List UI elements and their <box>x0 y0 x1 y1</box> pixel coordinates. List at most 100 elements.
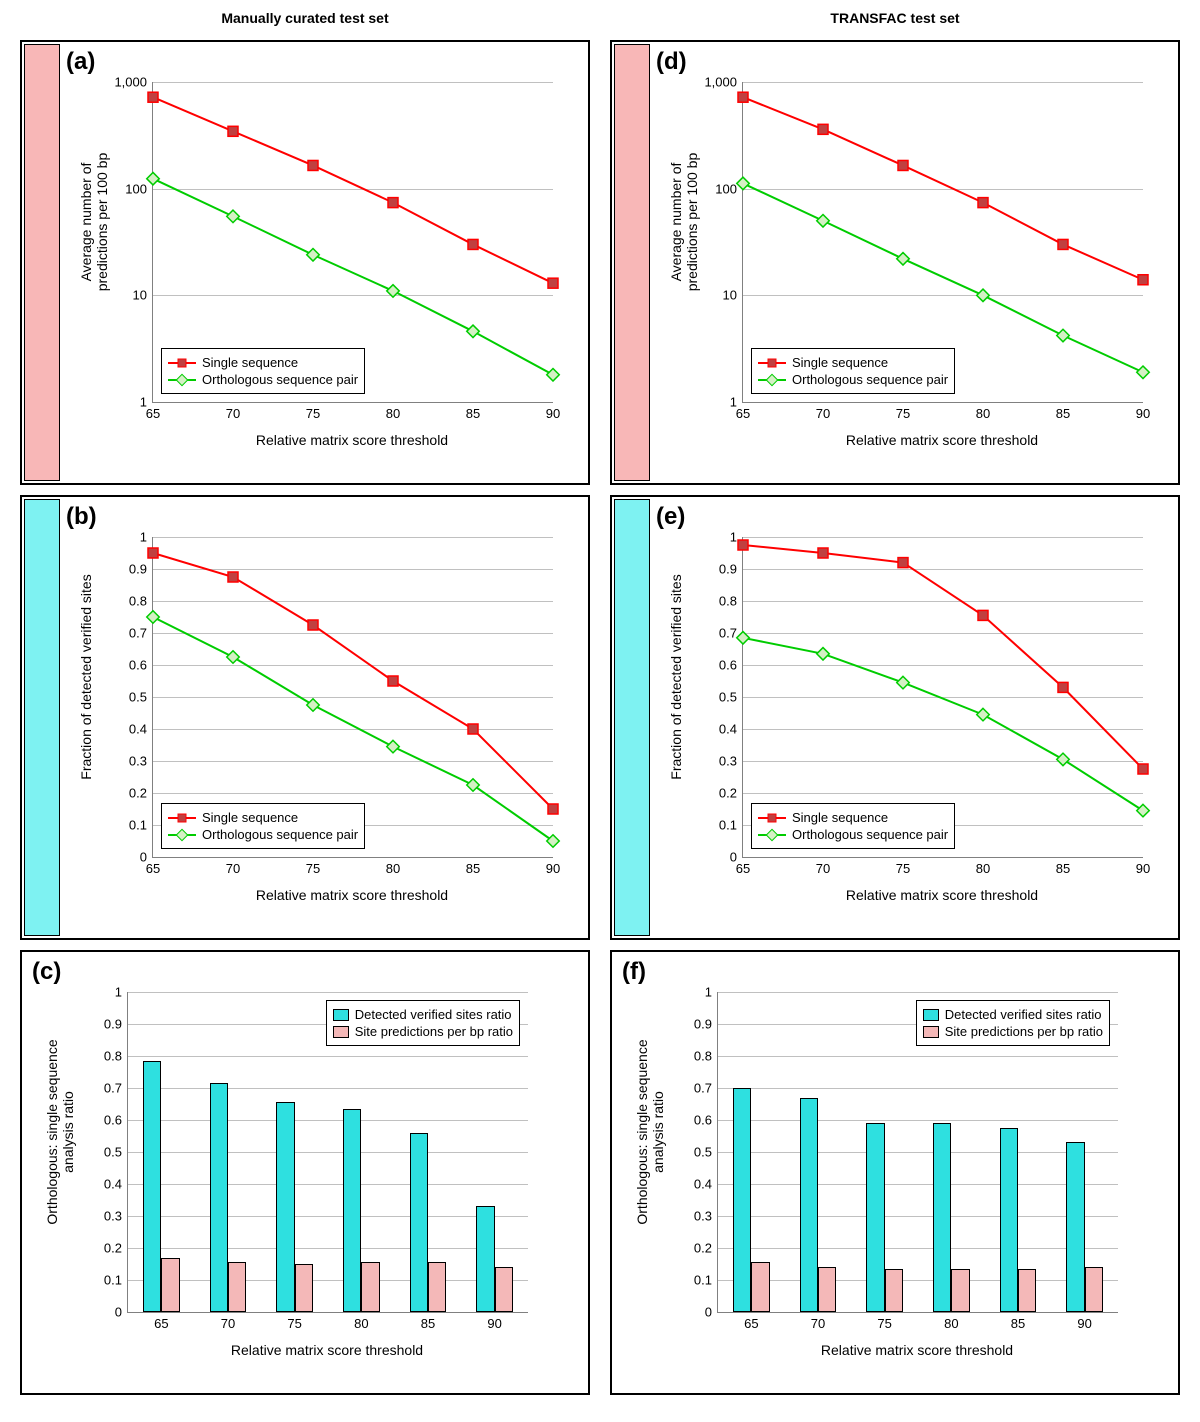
ytick-label: 0.8 <box>104 1049 122 1064</box>
ytick-label: 0.3 <box>104 1209 122 1224</box>
legend-swatch <box>923 1026 939 1038</box>
xtick-label: 85 <box>466 406 480 421</box>
ytick-label: 0 <box>115 1305 122 1320</box>
legend-item-single: Single sequence <box>758 355 948 370</box>
bar-detected <box>143 1061 161 1312</box>
y-axis-label: Orthologous: single sequenceanalysis rat… <box>634 1002 666 1262</box>
marker-single <box>738 92 748 102</box>
legend-swatch <box>168 362 196 364</box>
ytick-label: 1 <box>705 985 712 1000</box>
gridline-h <box>718 1088 1118 1089</box>
xtick-label: 65 <box>736 406 750 421</box>
series-line-single <box>743 545 1143 769</box>
xtick-label: 85 <box>421 1316 435 1331</box>
plot-area: 1101001,000657075808590Single sequenceOr… <box>742 82 1143 403</box>
ytick-label: 1 <box>115 985 122 1000</box>
xtick-label: 65 <box>744 1316 758 1331</box>
xtick-label: 80 <box>976 406 990 421</box>
ytick-label: 0.1 <box>694 1273 712 1288</box>
panel-letter: (c) <box>32 958 61 986</box>
ytick-label: 0.9 <box>104 1017 122 1032</box>
ytick-label: 0.1 <box>129 818 147 833</box>
plot-area: 00.10.20.30.40.50.60.70.80.9165707580859… <box>717 992 1118 1313</box>
xtick-label: 70 <box>226 406 240 421</box>
marker-ortho <box>387 285 400 298</box>
x-axis-label: Relative matrix score threshold <box>717 1342 1117 1358</box>
ytick-label: 0.4 <box>719 722 737 737</box>
marker-single <box>148 548 158 558</box>
marker-ortho <box>897 253 910 265</box>
marker-single <box>308 160 318 170</box>
series-line-ortho <box>743 183 1143 372</box>
gridline-h <box>718 992 1118 993</box>
series-line-single <box>743 97 1143 280</box>
xtick-label: 75 <box>287 1316 301 1331</box>
marker-single <box>548 278 558 288</box>
marker-single <box>468 724 478 734</box>
bar-predictions <box>161 1258 179 1312</box>
xtick-label: 90 <box>1136 406 1150 421</box>
gridline-h <box>718 1152 1118 1153</box>
bar-predictions <box>495 1267 513 1312</box>
marker-single <box>1058 682 1068 692</box>
plot-area: 00.10.20.30.40.50.60.70.80.9165707580859… <box>152 537 553 858</box>
legend-item-ortho: Orthologous sequence pair <box>168 372 358 387</box>
legend-label: Single sequence <box>202 355 298 370</box>
ytick-label: 0.1 <box>719 818 737 833</box>
marker-single <box>388 198 398 208</box>
xtick-label: 65 <box>736 861 750 876</box>
marker-single <box>468 239 478 249</box>
legend-swatch <box>333 1026 349 1038</box>
ytick-label: 0.7 <box>104 1081 122 1096</box>
xtick-label: 65 <box>146 861 160 876</box>
xtick-label: 80 <box>976 861 990 876</box>
gridline-h <box>128 1216 528 1217</box>
legend-swatch <box>168 834 196 836</box>
series-line-ortho <box>153 179 553 375</box>
xtick-label: 75 <box>896 861 910 876</box>
panel-letter: (f) <box>622 958 646 986</box>
xtick-label: 70 <box>811 1316 825 1331</box>
marker-ortho <box>227 210 240 223</box>
ytick-label: 0.4 <box>129 722 147 737</box>
gridline-h <box>718 1216 1118 1217</box>
marker-ortho <box>817 215 830 228</box>
legend-label: Site predictions per bp ratio <box>945 1024 1103 1039</box>
ytick-label: 0.8 <box>694 1049 712 1064</box>
plot-area: 00.10.20.30.40.50.60.70.80.9165707580859… <box>742 537 1143 858</box>
x-axis-label: Relative matrix score threshold <box>742 887 1142 903</box>
legend-label: Orthologous sequence pair <box>792 372 948 387</box>
xtick-label: 90 <box>546 861 560 876</box>
y-axis-label: Fraction of detected verified sites <box>668 547 684 807</box>
x-axis-label: Relative matrix score threshold <box>152 887 552 903</box>
marker-ortho <box>547 835 560 848</box>
legend-item-single: Single sequence <box>758 810 948 825</box>
legend-swatch <box>758 834 786 836</box>
xtick-label: 85 <box>1011 1316 1025 1331</box>
y-axis-label: Average number ofpredictions per 100 bp <box>78 92 110 352</box>
ytick-label: 0.4 <box>104 1177 122 1192</box>
bar-predictions <box>428 1262 446 1312</box>
gridline-h <box>128 1056 528 1057</box>
bar-detected <box>1066 1142 1084 1312</box>
marker-single <box>818 124 828 134</box>
marker-ortho <box>977 289 990 302</box>
xtick-label: 75 <box>306 406 320 421</box>
gridline-h <box>718 1120 1118 1121</box>
bar-detected <box>476 1206 494 1312</box>
ytick-label: 1 <box>140 530 147 545</box>
xtick-label: 70 <box>221 1316 235 1331</box>
bar-detected <box>733 1088 751 1312</box>
bar-predictions <box>751 1262 769 1312</box>
legend-swatch <box>923 1009 939 1021</box>
bar-detected <box>1000 1128 1018 1312</box>
xtick-label: 85 <box>1056 861 1070 876</box>
legend-item-predictions: Site predictions per bp ratio <box>923 1024 1103 1039</box>
bar-detected <box>410 1133 428 1312</box>
legend-marker-icon <box>176 828 189 841</box>
bar-predictions <box>885 1269 903 1312</box>
marker-single <box>1058 239 1068 249</box>
legend-item-ortho: Orthologous sequence pair <box>758 372 948 387</box>
x-axis-label: Relative matrix score threshold <box>127 1342 527 1358</box>
ytick-label: 0.9 <box>719 562 737 577</box>
